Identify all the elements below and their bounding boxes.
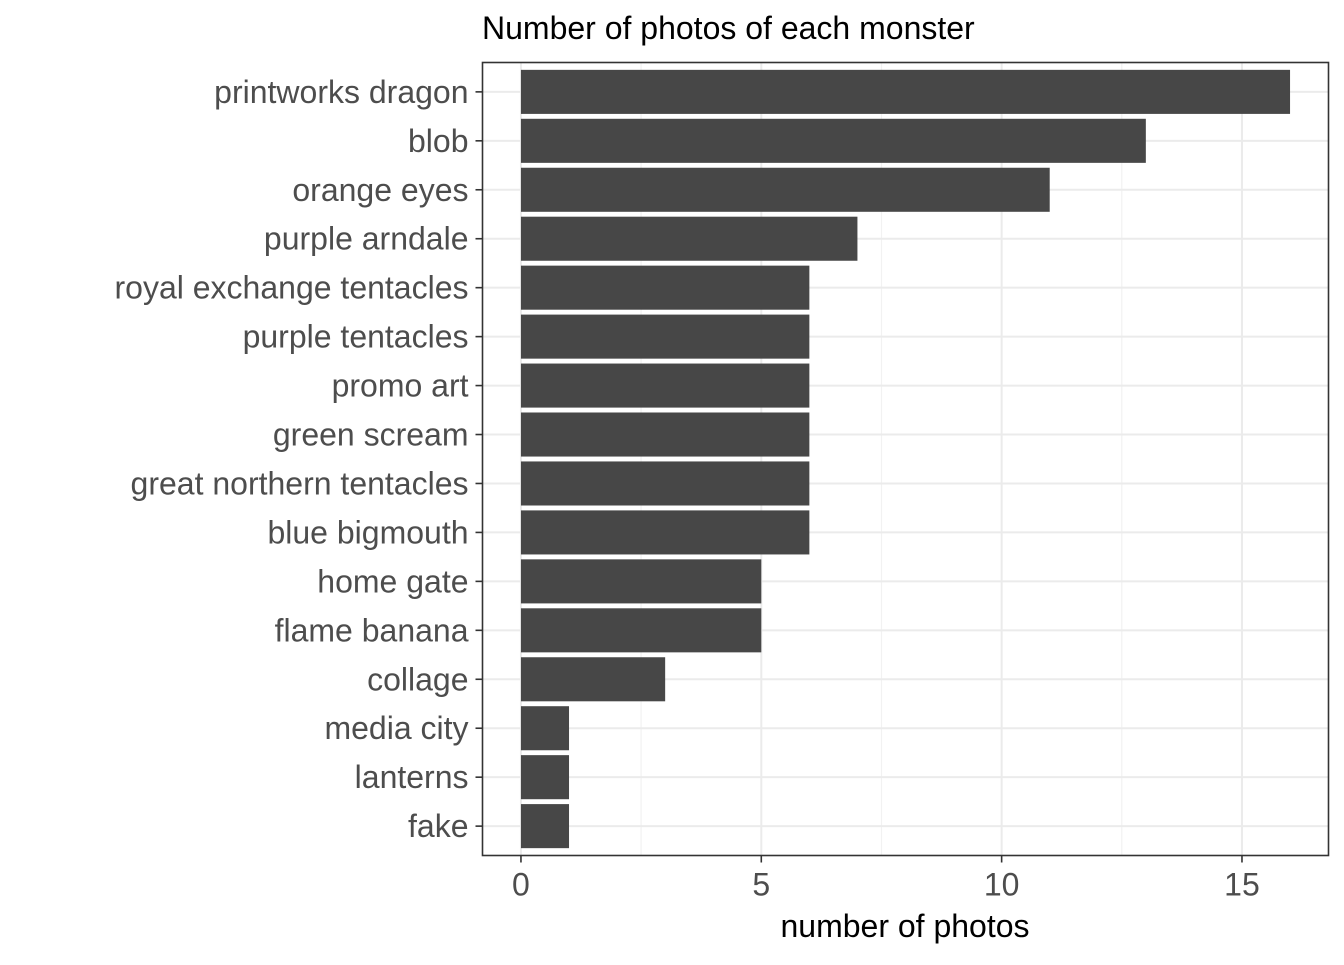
y-tick-label-4: royal exchange tentacles	[115, 270, 469, 306]
y-tick-label-10: home gate	[317, 563, 468, 599]
y-tick-label-2: orange eyes	[292, 172, 468, 208]
bars	[520, 69, 1291, 849]
panel-border	[481, 61, 1330, 857]
bar-14	[520, 755, 570, 800]
bar-10	[520, 559, 762, 604]
bar-6	[520, 363, 810, 408]
chart-title: Number of photos of each monster	[482, 10, 975, 46]
y-tick-label-15: fake	[408, 808, 468, 844]
y-tick-label-3: purple arndale	[264, 221, 469, 257]
y-tick-label-1: blob	[408, 123, 469, 159]
bar-2	[520, 167, 1050, 212]
bar-7	[520, 412, 810, 457]
x-tick-label-0: 0	[512, 867, 530, 903]
y-tick-label-11: flame banana	[275, 612, 469, 648]
bar-4	[520, 265, 810, 310]
bar-15	[520, 804, 570, 849]
x-axis-title: number of photos	[780, 908, 1029, 944]
y-tick-label-5: purple tentacles	[243, 319, 469, 355]
bar-3	[520, 216, 858, 261]
y-tick-label-7: green scream	[273, 417, 469, 453]
bar-13	[520, 706, 570, 751]
bar-5	[520, 314, 810, 359]
bar-1	[520, 118, 1146, 163]
x-axis: 0 5 10 15	[512, 855, 1260, 903]
y-tick-label-0: printworks dragon	[214, 74, 468, 110]
y-tick-label-6: promo art	[332, 368, 469, 404]
y-tick-label-14: lanterns	[355, 759, 469, 795]
y-tick-label-12: collage	[367, 661, 468, 697]
bar-8	[520, 461, 810, 506]
y-tick-label-8: great northern tentacles	[131, 465, 469, 501]
x-tick-label-1: 5	[752, 867, 770, 903]
x-tick-label-3: 15	[1224, 867, 1260, 903]
y-tick-label-9: blue bigmouth	[267, 514, 468, 550]
x-tick-label-2: 10	[984, 867, 1020, 903]
bar-0	[520, 69, 1291, 114]
bar-11	[520, 608, 762, 653]
bar-9	[520, 510, 810, 555]
y-axis: printworks dragon blob orange eyes purple a…	[115, 74, 483, 844]
y-tick-label-13: media city	[324, 710, 468, 746]
bar-12	[520, 657, 666, 702]
